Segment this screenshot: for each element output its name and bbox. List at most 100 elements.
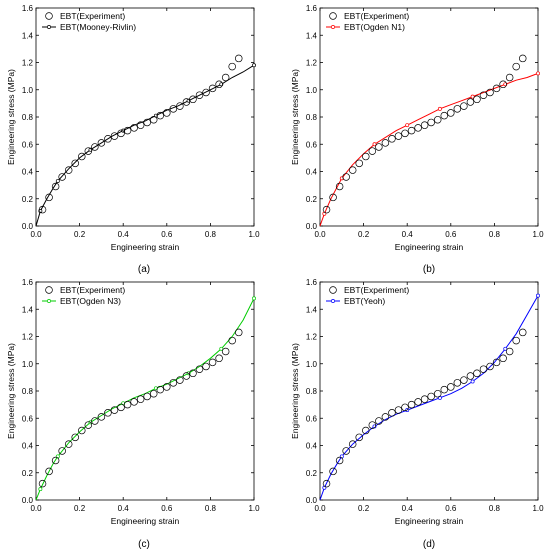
y-tick-label: 1.2 (306, 59, 318, 68)
chart-panel-b: 0.0 0.2 0.4 0.6 0.8 1.0 0.0 0.2 0.4 0.6 0.8 1.0 1.2 1… (290, 4, 544, 275)
experiment-point (394, 406, 403, 414)
experiment-point (163, 383, 171, 391)
fit-line (35, 64, 255, 227)
legend-marker-fit (331, 25, 335, 29)
experiment-point (195, 365, 204, 373)
experiment-point (117, 403, 125, 412)
experiment-point (51, 182, 60, 191)
x-axis-label: Engineering strain (111, 516, 180, 526)
y-tick-label: 1.2 (306, 333, 318, 342)
experiment-point (176, 102, 184, 110)
y-tick-label: 0.6 (306, 140, 318, 149)
experiment-point (427, 118, 435, 127)
experiment-point (401, 403, 409, 412)
y-tick-label: 1.6 (306, 4, 318, 13)
x-tick-label: 0.6 (445, 504, 457, 513)
experiment-point (322, 205, 331, 214)
x-axis-label: Engineering strain (395, 242, 464, 252)
experiment-point (169, 379, 178, 387)
panel-label: (d) (423, 539, 435, 550)
experiment-point (234, 54, 243, 63)
x-tick-label: 0.2 (74, 230, 86, 239)
x-tick-label: 0.4 (118, 504, 130, 513)
y-tick-label: 0.8 (306, 113, 318, 122)
experiment-point (407, 400, 416, 409)
y-tick-label: 0.0 (306, 222, 318, 231)
experiment-point (473, 95, 481, 104)
panel-label: (c) (138, 539, 150, 550)
y-tick-label: 0.8 (22, 113, 34, 122)
y-tick-label: 0.0 (22, 222, 34, 231)
experiment-point (163, 109, 171, 117)
experiment-point (466, 98, 475, 106)
y-tick-label: 1.4 (22, 31, 34, 40)
experiment-point (381, 413, 390, 421)
experiment-point (110, 132, 119, 140)
fit-line (35, 298, 255, 501)
experiment-point (45, 193, 53, 202)
legend-marker-fit (331, 299, 335, 303)
experiment-point (234, 328, 243, 337)
experiment-point (388, 409, 396, 417)
experiment-point (499, 80, 507, 89)
x-tick-label: 0.6 (445, 230, 457, 239)
experiment-point (91, 417, 99, 425)
experiment-point (221, 347, 230, 356)
y-tick-label: 1.2 (22, 333, 34, 342)
experiment-point (388, 135, 396, 143)
legend-marker-experiment (329, 286, 337, 294)
experiment-point (38, 479, 47, 488)
experiment-point (518, 54, 527, 63)
fit-line-marker (219, 346, 224, 351)
chart-panel-c: 0.0 0.2 0.4 0.6 0.8 1.0 0.0 0.2 0.4 0.6 0.8 1.0 1.2 1… (6, 278, 260, 550)
experiment-point (453, 105, 462, 113)
experiment-point (78, 152, 86, 161)
x-tick-label: 0.2 (74, 504, 86, 513)
experiment-point (97, 413, 106, 421)
y-tick-label: 0.8 (306, 387, 318, 396)
experiment-point (84, 147, 93, 155)
fit-line-marker (503, 346, 508, 351)
experiment-point (486, 362, 494, 371)
x-tick-label: 0.0 (314, 230, 326, 239)
experiment-point (492, 84, 501, 93)
y-tick-label: 1.0 (22, 360, 34, 369)
panel-label: (a) (138, 264, 150, 275)
fit-line-marker (470, 94, 475, 99)
fit-line-marker (219, 82, 224, 87)
experiment-point (420, 121, 429, 129)
fit-line-marker (372, 142, 377, 147)
x-tick-label: 0.8 (489, 504, 501, 513)
experiment-point (479, 91, 488, 99)
x-tick-label: 0.0 (30, 504, 42, 513)
experiment-point (176, 376, 184, 384)
x-axis-label: Engineering strain (111, 242, 180, 252)
experiment-point (136, 395, 145, 403)
experiment-point (466, 372, 475, 380)
experiment-point (329, 467, 337, 476)
x-tick-label: 0.4 (118, 230, 130, 239)
experiment-point (182, 98, 191, 106)
y-tick-label: 0.4 (22, 442, 34, 451)
experiment-point (221, 73, 230, 82)
y-tick-label: 0.4 (306, 168, 318, 177)
experiment-point (348, 440, 357, 448)
experiment-point (182, 372, 191, 380)
experiment-point (202, 88, 210, 97)
fit-line-marker (252, 296, 256, 301)
y-tick-label: 1.4 (306, 31, 318, 40)
y-tick-label: 1.2 (22, 59, 34, 68)
experiment-point (460, 102, 468, 110)
experiment-point (460, 376, 468, 384)
experiment-point (143, 392, 151, 401)
y-tick-label: 0.6 (306, 414, 318, 423)
plot-frame (35, 281, 255, 501)
legend-label-experiment: EBT(Experiment) (344, 11, 409, 21)
fit-line-marker (536, 293, 540, 298)
experiment-point (433, 115, 442, 124)
fit-line-marker (55, 179, 60, 183)
x-tick-label: 0.2 (358, 230, 370, 239)
experiment-point (512, 336, 520, 345)
fit-line-marker (437, 106, 442, 111)
